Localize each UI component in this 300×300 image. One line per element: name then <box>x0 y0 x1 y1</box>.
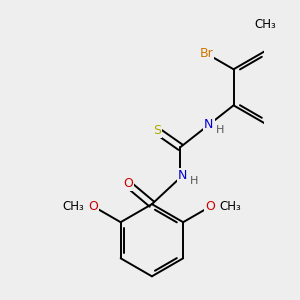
Text: N: N <box>178 169 187 182</box>
Text: CH₃: CH₃ <box>62 200 84 214</box>
Text: CH₃: CH₃ <box>220 200 241 214</box>
Text: H: H <box>190 176 198 186</box>
Text: CH₃: CH₃ <box>254 18 276 31</box>
Text: N: N <box>204 118 214 131</box>
Text: H: H <box>216 125 224 135</box>
Text: O: O <box>206 200 215 214</box>
Text: S: S <box>153 124 161 137</box>
Text: O: O <box>88 200 98 214</box>
Text: O: O <box>123 178 133 190</box>
Text: Br: Br <box>200 47 213 60</box>
